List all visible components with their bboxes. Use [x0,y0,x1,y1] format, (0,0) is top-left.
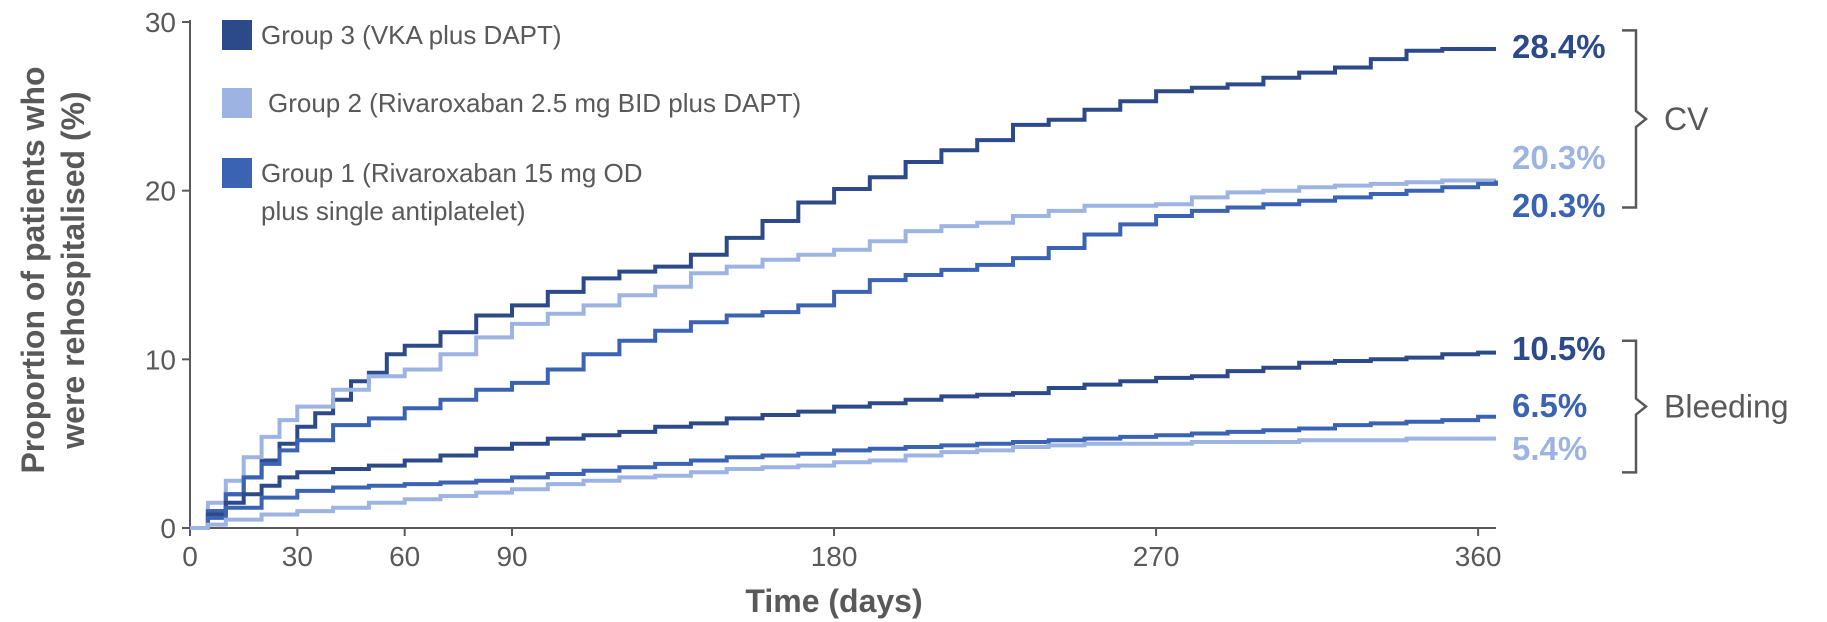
end-label-group2-bleeding: 5.4% [1512,430,1587,467]
x-tick-label: 180 [811,541,858,572]
end-label-group1-cv: 20.3% [1512,187,1606,224]
bracket-label-cv: CV [1664,101,1709,137]
series-line-group2-cv [190,178,1496,530]
y-axis-title-line2: were rehospitalised (%) [55,91,91,449]
x-tick-label: 90 [496,541,527,572]
x-tick-label: 30 [282,541,313,572]
end-label-group2-cv: 20.3% [1512,139,1606,176]
end-labels: 28.4% 20.3% 20.3% 10.5% 6.5% 5.4% [1512,28,1606,467]
x-tick-label: 0 [182,541,198,572]
bracket-bleeding [1622,339,1649,474]
legend-label-group2: Group 2 (Rivaroxaban 2.5 mg BID plus DAP… [268,88,801,118]
series-layer [190,47,1498,530]
bracket-label-bleeding: Bleeding [1664,389,1789,425]
legend: Group 3 (VKA plus DAPT) Group 2 (Rivaroxa… [222,20,801,226]
outcome-brackets: CV Bleeding [1622,29,1789,474]
legend-label-group3: Group 3 (VKA plus DAPT) [261,20,562,50]
series-line-group1-cv [190,180,1498,530]
x-axis-title: Time (days) [745,583,922,619]
y-tick-label: 0 [160,513,176,544]
series-line-group3-cv [190,47,1496,530]
end-label-group1-bleeding: 6.5% [1512,387,1587,424]
y-tick-label: 20 [145,176,176,207]
y-axis-title-line1: Proportion of patients who [15,66,51,473]
series-line-group3-bleeding [190,350,1496,530]
y-tick-label: 10 [145,344,176,375]
series-line-group1-bleeding [190,414,1496,530]
legend-swatch-group1 [222,158,252,188]
legend-swatch-group3 [222,20,252,50]
end-label-group3-bleeding: 10.5% [1512,330,1606,367]
x-tick-label: 270 [1133,541,1180,572]
x-tick-label: 60 [389,541,420,572]
y-tick-label: 30 [145,7,176,38]
axes: 0 10 20 30 0 30 60 90 180 270 360 [145,7,1502,572]
legend-swatch-group2 [222,88,252,118]
end-label-group3-cv: 28.4% [1512,28,1606,65]
legend-label-group1: Group 1 (Rivaroxaban 15 mg OD [261,158,643,188]
series-line-group2-bleeding [190,436,1496,530]
bracket-cv [1622,29,1649,209]
x-tick-label: 360 [1455,541,1502,572]
legend-label-group1: plus single antiplatelet) [261,196,526,226]
